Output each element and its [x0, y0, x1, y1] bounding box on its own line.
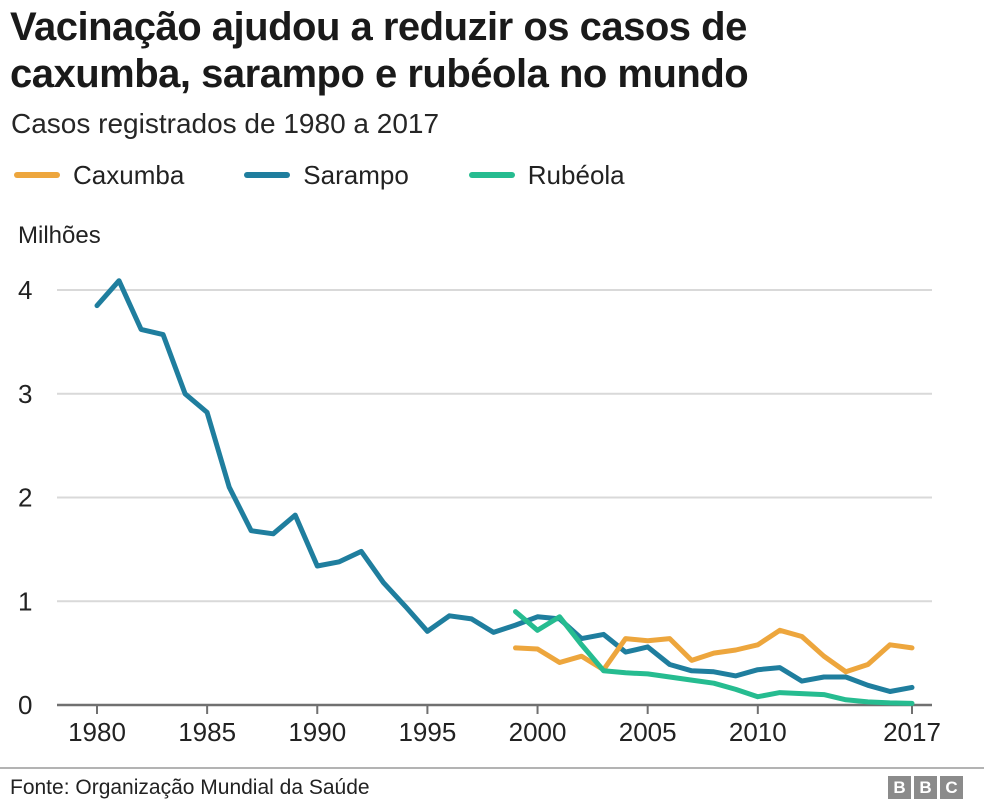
- x-axis-tick-label: 2010: [729, 717, 787, 747]
- x-axis-tick-label: 2000: [509, 717, 567, 747]
- legend-item-caxumba: Caxumba: [14, 160, 184, 191]
- page-subtitle: Casos registrados de 1980 a 2017: [11, 108, 440, 139]
- x-axis-tick-label: 2017: [883, 717, 941, 747]
- legend-label-caxumba: Caxumba: [73, 159, 185, 190]
- bbc-logo-letter: B: [914, 776, 937, 799]
- series-line-caxumba: [513, 627, 915, 675]
- legend-item-rubeola: Rubéola: [468, 159, 625, 191]
- bbc-logo: B B C: [888, 776, 963, 799]
- y-axis-tick-label: 4: [18, 275, 32, 305]
- legend-label-rubeola: Rubéola: [527, 159, 625, 190]
- chart-area: 0 1 2 3 4 1980 1985 1990 1995 2000 2005 2010 2017: [0, 252, 984, 760]
- series-line-rubeola: [513, 609, 915, 706]
- bbc-logo-letter: C: [940, 776, 963, 799]
- x-axis-tick-label: 1985: [178, 717, 236, 747]
- x-axis-tick-label: 1980: [68, 717, 126, 747]
- footer-divider: [0, 767, 984, 769]
- series-line-sarampo: [94, 278, 915, 694]
- legend-swatch-rubeola-icon: [468, 172, 515, 178]
- y-axis-tick-label: 2: [18, 483, 32, 513]
- legend-swatch-sarampo-icon: [244, 172, 291, 178]
- page-title: Vacinação ajudou a reduzir os casos de c…: [10, 4, 970, 98]
- bbc-logo-letter: B: [888, 776, 911, 799]
- x-axis-tick-label: 2005: [619, 717, 677, 747]
- y-axis-tick-label: 1: [18, 586, 32, 616]
- source-credit: Fonte: Organização Mundial da Saúde: [10, 776, 370, 799]
- legend-item-sarampo: Sarampo: [244, 160, 409, 191]
- line-chart: 0 1 2 3 4 1980 1985 1990 1995 2000 2005 2010 2017: [18, 275, 941, 747]
- page-title-line1: Vacinação ajudou a reduzir os casos de: [10, 5, 747, 49]
- y-axis-tick-label: 0: [18, 690, 32, 720]
- x-axis-tick-label: 1995: [398, 717, 456, 747]
- chart-legend: Caxumba Sarampo Rubéola: [14, 158, 625, 192]
- legend-swatch-caxumba-icon: [14, 172, 60, 178]
- page-title-line2: caxumba, sarampo e rubéola no mundo: [10, 52, 749, 97]
- x-axis-tick-label: 1990: [288, 717, 346, 747]
- legend-label-sarampo: Sarampo: [303, 159, 409, 190]
- y-axis-unit-label: Milhões: [18, 222, 101, 249]
- y-axis-tick-label: 3: [18, 379, 32, 409]
